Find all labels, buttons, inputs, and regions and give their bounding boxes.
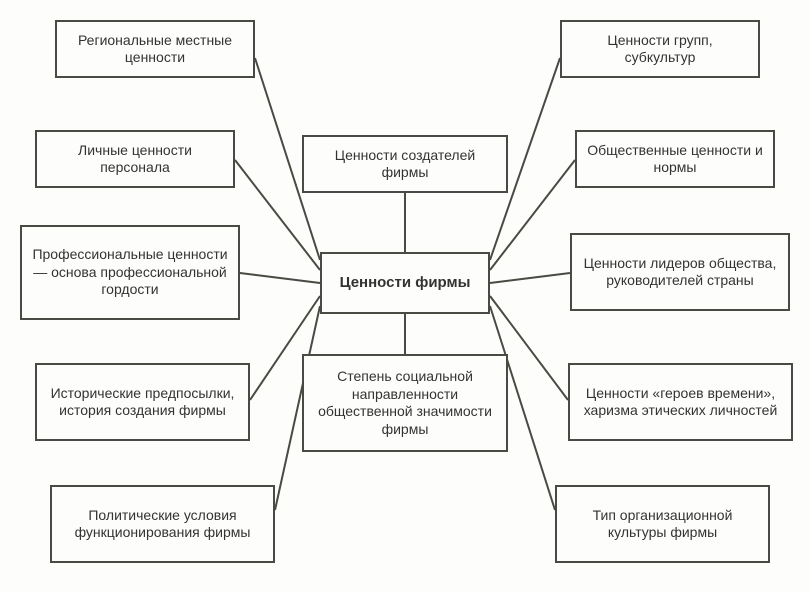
node-left-5: Политические условия функционирования фи… bbox=[50, 485, 275, 563]
node-right-1-label: Ценности групп, субкультур bbox=[572, 32, 748, 67]
node-left-5-label: Политические условия функционирования фи… bbox=[62, 507, 263, 542]
node-left-4-label: Исторические предпосылки, история создан… bbox=[47, 385, 238, 420]
node-left-1: Региональные местные ценности bbox=[55, 20, 255, 78]
node-right-3-label: Ценности лидеров общества, руководителей… bbox=[582, 255, 778, 290]
node-right-4: Ценности «героев времени», харизма этиче… bbox=[568, 363, 793, 441]
node-left-3: Профессиональные ценности — основа профе… bbox=[20, 225, 240, 320]
node-right-2-label: Общественные ценности и нормы bbox=[587, 142, 763, 177]
node-right-2: Общественные ценности и нормы bbox=[575, 130, 775, 188]
node-right-1: Ценности групп, субкультур bbox=[560, 20, 760, 78]
node-left-3-label: Профессиональные ценности — основа профе… bbox=[32, 246, 228, 299]
node-right-3: Ценности лидеров общества, руководителей… bbox=[570, 233, 790, 311]
node-left-2-label: Личные ценности персонала bbox=[47, 142, 223, 177]
node-right-5: Тип организационной культуры фирмы bbox=[555, 485, 770, 563]
node-right-5-label: Тип организационной культуры фирмы bbox=[567, 507, 758, 542]
node-top-center: Ценности создателей фирмы bbox=[302, 135, 508, 193]
node-center: Ценности фирмы bbox=[320, 252, 490, 314]
node-bottom-center: Степень социальной направленности общест… bbox=[302, 354, 508, 452]
node-bottom-center-label: Степень социальной направленности общест… bbox=[314, 368, 496, 438]
node-center-label: Ценности фирмы bbox=[340, 274, 471, 293]
node-left-2: Личные ценности персонала bbox=[35, 130, 235, 188]
node-top-center-label: Ценности создателей фирмы bbox=[314, 147, 496, 182]
node-right-4-label: Ценности «героев времени», харизма этиче… bbox=[580, 385, 781, 420]
node-left-4: Исторические предпосылки, история создан… bbox=[35, 363, 250, 441]
node-left-1-label: Региональные местные ценности bbox=[67, 32, 243, 67]
